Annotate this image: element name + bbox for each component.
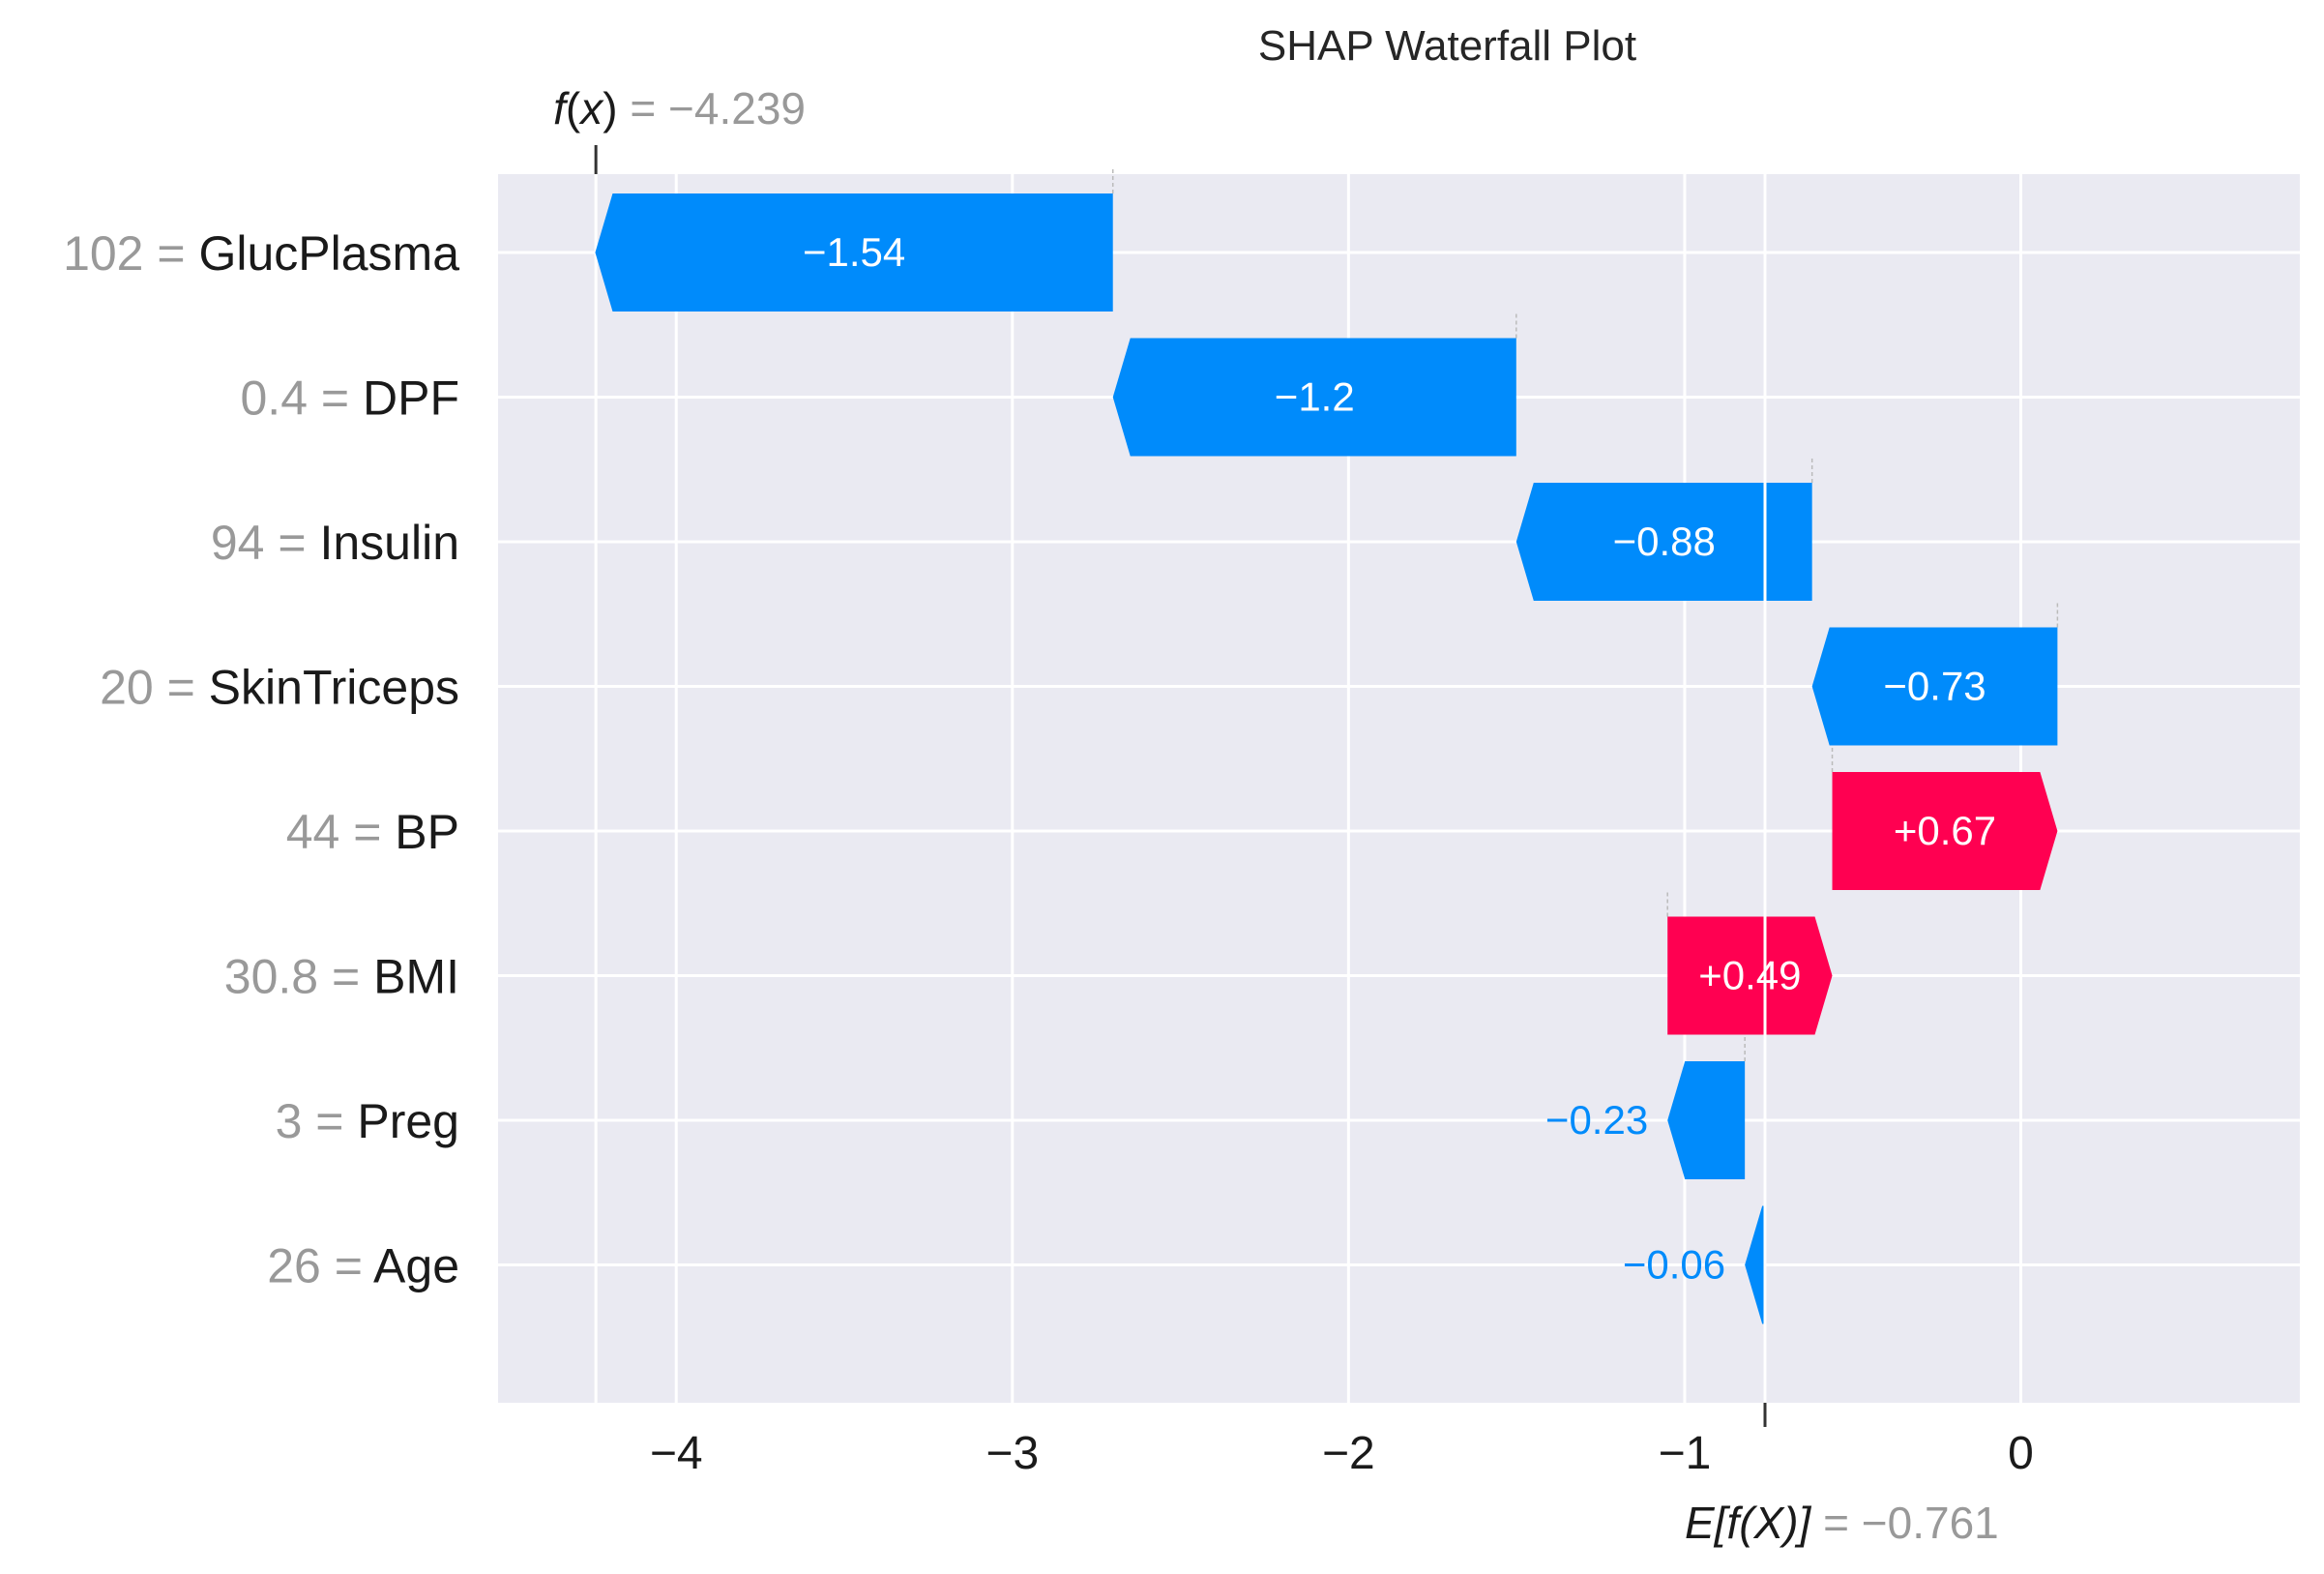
x-tick-label: −4 — [650, 1428, 703, 1479]
bar-glucplasma — [595, 193, 1113, 312]
bar-skintriceps — [1811, 627, 2058, 746]
x-tick-label: 0 — [2008, 1428, 2034, 1479]
feature-label: 102 = GlucPlasma — [63, 226, 459, 281]
bar-preg — [1667, 1061, 1746, 1179]
bar-value-label: −0.06 — [1623, 1242, 1725, 1288]
bar-value-label: +0.49 — [1698, 953, 1801, 998]
feature-label: 3 = Preg — [276, 1094, 459, 1148]
bar-value-label: −0.73 — [1883, 664, 1986, 709]
feature-label: 30.8 = BMI — [224, 950, 459, 1004]
bar-value-label: +0.67 — [1894, 808, 1996, 853]
x-tick-label: −2 — [1322, 1428, 1375, 1479]
label-layer: −4 −3 −2 −1 0 f(x) = −4.239 E[f(X)] = −0.761 −1… — [63, 83, 2034, 1548]
bar-insulin — [1515, 483, 1812, 601]
bar-value-label: −1.54 — [803, 229, 905, 275]
x-tick-label: −1 — [1659, 1428, 1712, 1479]
feature-label: 0.4 = DPF — [241, 371, 460, 426]
bar-value-label: −0.23 — [1545, 1097, 1648, 1143]
bar-layer — [595, 193, 2058, 1324]
base-value-label: E[f(X)] = −0.761 — [1685, 1498, 1999, 1548]
feature-label: 44 = BP — [286, 805, 459, 859]
bar-value-label: −0.88 — [1613, 519, 1716, 564]
feature-label: 94 = Insulin — [211, 516, 459, 570]
bar-bmi — [1667, 916, 1833, 1035]
chart-title: SHAP Waterfall Plot — [1258, 22, 1636, 70]
bar-bp — [1832, 772, 2058, 890]
bar-dpf — [1112, 338, 1516, 457]
bar-age — [1745, 1205, 1766, 1324]
bar-value-label: −1.2 — [1275, 374, 1355, 420]
output-value-label: f(x) = −4.239 — [553, 83, 806, 134]
feature-label: 26 = Age — [267, 1239, 459, 1293]
feature-label: 20 = SkinTriceps — [100, 661, 459, 715]
x-tick-label: −3 — [985, 1428, 1039, 1479]
connector-layer — [1111, 166, 2059, 1061]
